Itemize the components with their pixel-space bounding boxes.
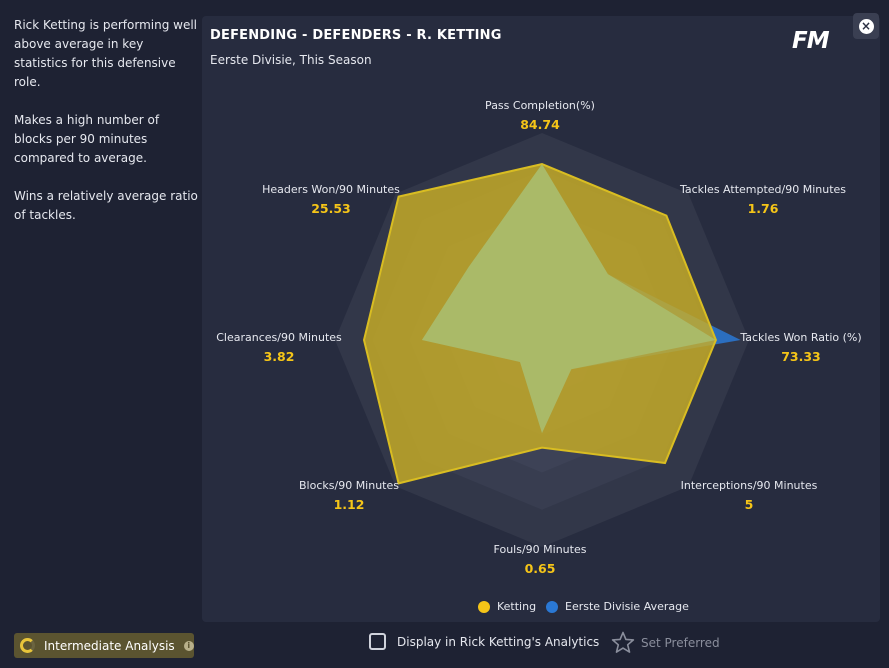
axis-value: 73.33 xyxy=(781,349,821,364)
axis-value: 1.76 xyxy=(747,201,779,216)
display-label: Display in Rick Ketting's Analytics xyxy=(397,634,600,649)
fm-logo: FM xyxy=(792,28,830,54)
axis-value: 84.74 xyxy=(520,117,560,132)
analysis-label: Intermediate Analysis xyxy=(44,638,175,653)
axis-label: Blocks/90 Minutes 1.12 xyxy=(299,479,399,514)
axis-value: 3.82 xyxy=(263,349,295,364)
intermediate-analysis-button[interactable]: Intermediate Analysis i xyxy=(14,633,194,658)
summary-paragraph: Makes a high number of blocks per 90 min… xyxy=(14,113,160,165)
legend-item-average: Eerste Divisie Average xyxy=(546,600,689,613)
panel-subtitle: Eerste Divisie, This Season xyxy=(210,53,372,67)
summary-text: Rick Ketting is performing well above av… xyxy=(14,16,199,244)
star-icon xyxy=(611,631,635,653)
close-button[interactable]: × xyxy=(853,13,879,39)
axis-label-text: Tackles Won Ratio (%) xyxy=(740,331,862,344)
legend-label: Eerste Divisie Average xyxy=(565,600,689,613)
axis-value: 25.53 xyxy=(311,201,351,216)
summary-paragraph: Rick Ketting is performing well above av… xyxy=(14,18,198,89)
progress-ring-icon xyxy=(20,638,35,653)
axis-label-text: Headers Won/90 Minutes xyxy=(262,183,400,196)
axis-label-text: Fouls/90 Minutes xyxy=(493,543,587,556)
axis-value: 5 xyxy=(744,497,754,512)
preferred-label: Set Preferred xyxy=(641,635,720,650)
axis-label: Headers Won/90 Minutes 25.53 xyxy=(262,183,400,218)
axis-label: Tackles Won Ratio (%) 73.33 xyxy=(740,331,861,366)
panel-title: DEFENDING - DEFENDERS - R. KETTING xyxy=(210,28,502,43)
axis-label: Interceptions/90 Minutes 5 xyxy=(681,479,818,514)
axis-value: 0.65 xyxy=(524,561,556,576)
summary-paragraph: Wins a relatively average ratio of tackl… xyxy=(14,189,198,222)
axis-label-text: Blocks/90 Minutes xyxy=(299,479,399,492)
display-in-analytics-checkbox[interactable]: Display in Rick Ketting's Analytics xyxy=(369,633,599,650)
axis-label: Tackles Attempted/90 Minutes 1.76 xyxy=(680,183,846,218)
axis-label-text: Tackles Attempted/90 Minutes xyxy=(679,183,847,196)
close-icon: × xyxy=(858,18,874,34)
legend-swatch xyxy=(478,600,490,613)
set-preferred-button[interactable]: Set Preferred xyxy=(611,631,720,654)
checkbox-icon[interactable] xyxy=(369,633,386,650)
legend-label: Ketting xyxy=(497,600,537,613)
axis-label: Clearances/90 Minutes 3.82 xyxy=(216,331,342,366)
legend-item-ketting: Ketting xyxy=(478,600,536,613)
axis-label-text: Pass Completion(%) xyxy=(485,99,595,112)
chart-legend: Ketting Eerste Divisie Average xyxy=(0,600,889,616)
axis-value: 1.12 xyxy=(333,497,365,512)
legend-swatch xyxy=(546,600,558,613)
axis-label: Fouls/90 Minutes 0.65 xyxy=(494,543,587,578)
axis-label: Pass Completion(%) 84.74 xyxy=(485,99,595,134)
radar-chart xyxy=(335,133,749,547)
series-overlap-area xyxy=(421,164,716,434)
axis-label-text: Interceptions/90 Minutes xyxy=(680,479,818,492)
info-icon[interactable]: i xyxy=(183,640,194,651)
axis-label-text: Clearances/90 Minutes xyxy=(216,331,342,344)
